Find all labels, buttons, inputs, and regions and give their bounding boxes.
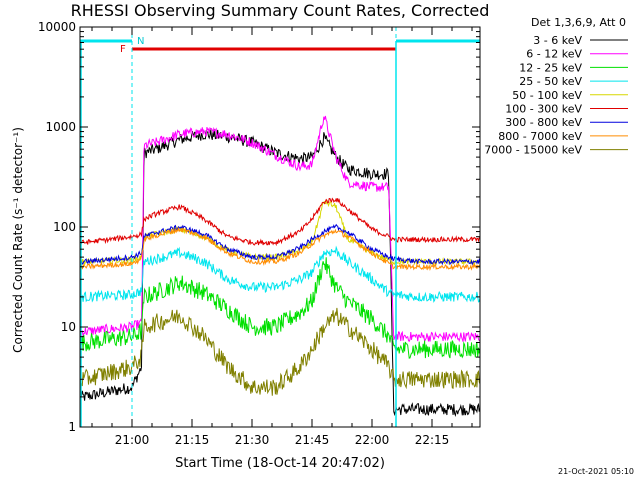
plot-frame <box>79 26 481 428</box>
y-axis-label: Corrected Count Rate (s⁻¹ detector⁻¹) <box>11 127 25 353</box>
legend-entry-label: 12 - 25 keV <box>519 61 582 74</box>
series-line-7 <box>79 223 481 266</box>
x-tick-label: 22:00 <box>355 433 390 447</box>
y-tick-label: 1000 <box>45 120 76 134</box>
legend-entry-label: 3 - 6 keV <box>533 34 582 47</box>
y-tick-label: 1 <box>68 420 76 434</box>
series-line-4 <box>79 245 481 303</box>
x-axis-label: Start Time (18-Oct-14 20:47:02) <box>175 456 385 471</box>
x-tick-label: 21:00 <box>115 433 150 447</box>
series-line-2 <box>79 115 481 343</box>
x-tick-label: 21:45 <box>295 433 330 447</box>
series-line-6 <box>79 197 481 247</box>
flare-flag-label: F <box>120 44 126 55</box>
legend-entry-label: 800 - 7000 keV <box>498 130 582 143</box>
x-tick-label: 21:30 <box>235 433 270 447</box>
plot-area: FN 1 10 100 1000 10000 21:00 21:15 21:30 21:45 22:… <box>38 20 481 447</box>
legend-entry-label: 7000 - 15000 keV <box>484 144 582 157</box>
legend-entry-label: 6 - 12 keV <box>526 48 582 61</box>
series-line-3 <box>79 257 481 359</box>
y-tick-label: 100 <box>53 220 76 234</box>
y-tick-label: 10 <box>61 320 76 334</box>
legend-title: Det 1,3,6,9, Att 0 <box>531 16 626 29</box>
x-tick-label: 21:15 <box>175 433 210 447</box>
x-tick-label: 22:15 <box>415 433 450 447</box>
night-flag-label: N <box>137 36 144 47</box>
footer-timestamp: 21-Oct-2021 05:10 <box>558 467 634 476</box>
series-line-9 <box>79 307 481 396</box>
y-tick-label: 10000 <box>38 20 76 34</box>
legend-entry-label: 300 - 800 keV <box>505 116 582 129</box>
chart-title: RHESSI Observing Summary Count Rates, Co… <box>71 1 490 20</box>
series-line-1 <box>79 129 481 417</box>
legend-entry-label: 25 - 50 keV <box>519 75 582 88</box>
series-line-8 <box>79 227 481 271</box>
legend-entry-label: 50 - 100 keV <box>512 89 582 102</box>
legend-entry-label: 100 - 300 keV <box>505 103 582 116</box>
